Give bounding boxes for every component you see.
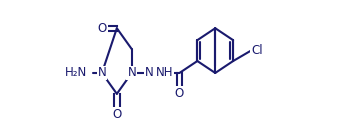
Text: N: N: [127, 66, 136, 80]
Text: N: N: [98, 66, 106, 80]
Text: Cl: Cl: [251, 44, 263, 57]
Text: O: O: [175, 87, 184, 100]
Text: NH: NH: [156, 66, 173, 80]
Text: H₂N: H₂N: [65, 66, 87, 80]
Text: O: O: [112, 108, 121, 121]
Text: N: N: [145, 66, 154, 80]
Text: O: O: [97, 22, 107, 35]
